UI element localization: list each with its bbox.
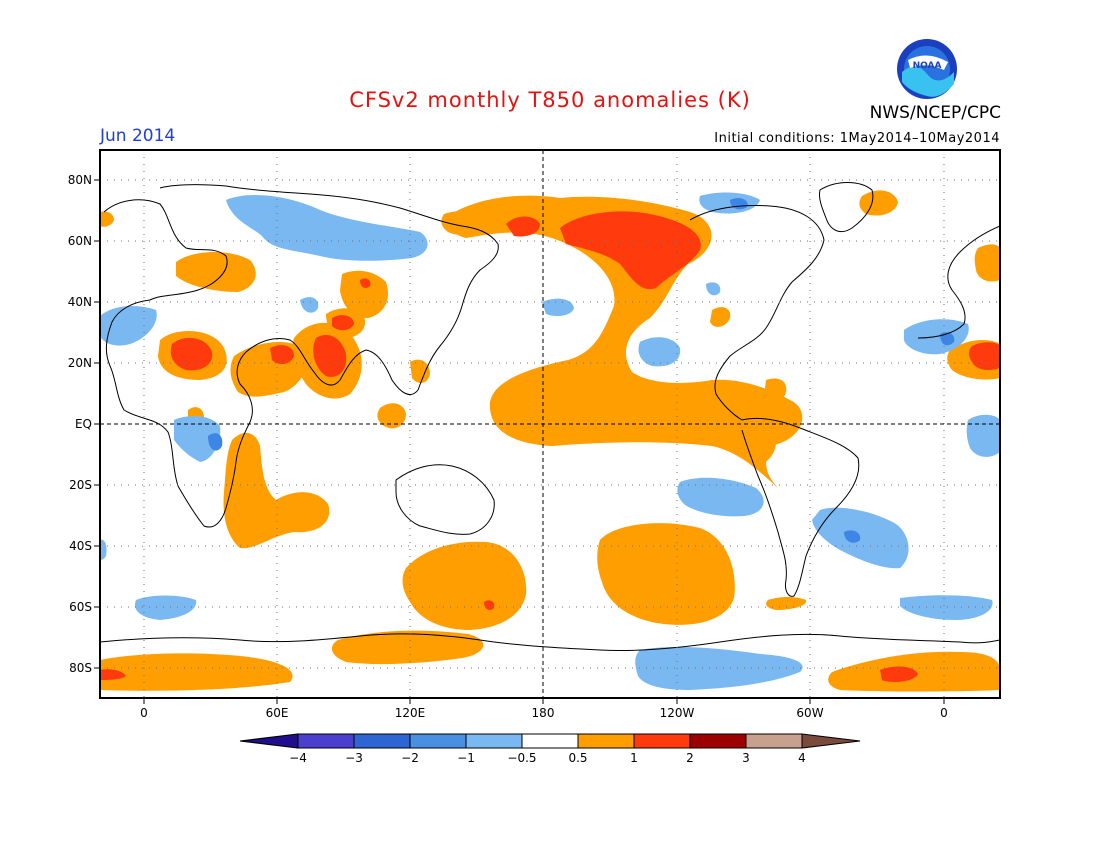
colorbar-label: −1 bbox=[457, 751, 475, 765]
organization-label: NWS/NCEP/CPC bbox=[869, 103, 1001, 123]
colorbar-label: 0.5 bbox=[568, 751, 587, 765]
lon-tick-label: 180 bbox=[532, 706, 555, 720]
map-title: CFSv2 monthly T850 anomalies (K) bbox=[349, 88, 751, 112]
colorbar-swatch bbox=[409, 733, 467, 749]
lat-tick-label: 80S bbox=[69, 661, 92, 675]
longitude-labels: 0 60E 120E 180 120W 60W 0 bbox=[140, 706, 948, 720]
strong-warm-anomaly-areas bbox=[100, 211, 1000, 682]
colorbar-swatch bbox=[353, 733, 411, 749]
colorbar-swatch bbox=[689, 733, 747, 749]
colorbar-label: −3 bbox=[345, 751, 363, 765]
colorbar-label: −4 bbox=[289, 751, 307, 765]
lat-tick-label: 60N bbox=[68, 234, 92, 248]
colorbar-swatch bbox=[521, 733, 579, 749]
initial-conditions: Initial conditions: 1May2014–10May2014 bbox=[714, 131, 1000, 146]
colorbar-label: 1 bbox=[630, 751, 638, 765]
lat-tick-label: 80N bbox=[68, 173, 92, 187]
colorbar-swatch bbox=[745, 733, 803, 749]
colorbar: −4 −3 −2 −1 −0.5 0.5 1 2 3 4 bbox=[239, 733, 861, 765]
forecast-month: Jun 2014 bbox=[100, 126, 176, 146]
lon-tick-label: 60W bbox=[796, 706, 823, 720]
coastlines bbox=[100, 182, 1000, 652]
reference-lines bbox=[100, 150, 1000, 698]
noaa-logo: NOAA bbox=[897, 39, 957, 99]
colorbar-left-arrow bbox=[239, 733, 299, 749]
lat-tick-label: 40N bbox=[68, 295, 92, 309]
colorbar-label: 2 bbox=[686, 751, 694, 765]
lat-tick-label: 20S bbox=[69, 478, 92, 492]
logo-text: NOAA bbox=[913, 61, 942, 71]
lon-tick-label: 120E bbox=[395, 706, 426, 720]
colorbar-label: 3 bbox=[742, 751, 750, 765]
lon-tick-label: 120W bbox=[660, 706, 695, 720]
lon-tick-label: 0 bbox=[140, 706, 148, 720]
lon-tick-label: 0 bbox=[940, 706, 948, 720]
lat-tick-label: 40S bbox=[69, 539, 92, 553]
warm-anomaly-areas bbox=[100, 190, 1000, 692]
colorbar-swatch bbox=[633, 733, 691, 749]
colorbar-label: −2 bbox=[401, 751, 419, 765]
colorbar-label: −0.5 bbox=[507, 751, 536, 765]
lat-tick-label: EQ bbox=[75, 417, 92, 431]
anomaly-field bbox=[100, 190, 1000, 692]
colorbar-label: 4 bbox=[798, 751, 806, 765]
lat-tick-label: 20N bbox=[68, 356, 92, 370]
lat-tick-label: 60S bbox=[69, 600, 92, 614]
colorbar-right-arrow bbox=[801, 733, 861, 749]
cool-anomaly-areas bbox=[100, 192, 1000, 690]
colorbar-swatch bbox=[577, 733, 635, 749]
lon-tick-label: 60E bbox=[266, 706, 289, 720]
tick-marks bbox=[94, 179, 945, 704]
latitude-labels: 80N 60N 40N 20N EQ 20S 40S 60S 80S bbox=[68, 173, 92, 675]
colorbar-swatch bbox=[465, 733, 523, 749]
colorbar-swatch bbox=[297, 733, 355, 749]
